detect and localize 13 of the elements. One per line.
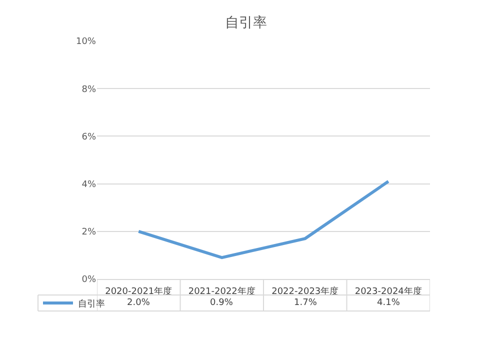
y-tick-label: 8%: [82, 84, 96, 95]
line-series: [137, 180, 390, 260]
data-label: 4.1%: [377, 298, 400, 308]
data-label: 1.7%: [294, 298, 318, 308]
y-tick-label: 2%: [82, 228, 96, 238]
data-label: 2.0%: [127, 298, 150, 308]
y-tick-label: 0%: [82, 275, 96, 286]
legend-label: 自引率: [78, 298, 105, 310]
y-tick-label: 4%: [82, 180, 96, 190]
data-label: 0.9%: [210, 298, 234, 308]
y-tick-label: 10%: [76, 37, 96, 48]
chart-title: 自引率: [225, 14, 267, 31]
y-tick-label: 6%: [82, 132, 96, 142]
